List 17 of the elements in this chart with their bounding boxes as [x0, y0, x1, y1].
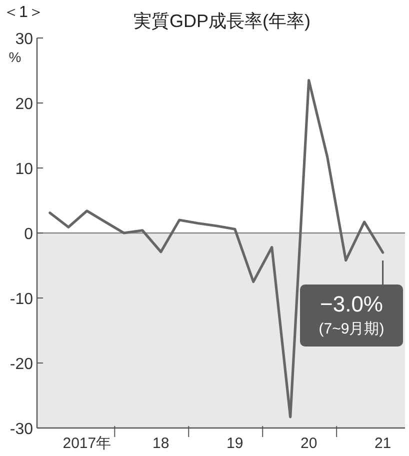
x-tick-label: 21 — [374, 435, 392, 452]
x-tick-label: 20 — [300, 435, 318, 452]
x-tick-label: 19 — [226, 435, 244, 452]
y-tick-label: -20 — [10, 356, 34, 373]
y-tick-label: 10 — [15, 161, 34, 178]
y-axis-title: % — [8, 49, 22, 65]
x-tick-label: 18 — [152, 435, 170, 452]
annotation: −3.0% (7~9月期) — [300, 260, 403, 346]
y-tick-label: 0 — [24, 226, 34, 243]
y-tick-label: 20 — [15, 96, 34, 113]
y-tick-label: -10 — [10, 291, 34, 308]
y-tick-label: -30 — [10, 421, 34, 438]
annotation: −3.0% (7~9月期) — [318, 292, 384, 338]
y-tick-label: 30 — [15, 31, 34, 48]
text: ＜1＞ — [3, 4, 44, 21]
chart-title: 実質GDP成長率(年率) — [134, 11, 310, 31]
x-tick-label: 2017年 — [62, 435, 112, 452]
